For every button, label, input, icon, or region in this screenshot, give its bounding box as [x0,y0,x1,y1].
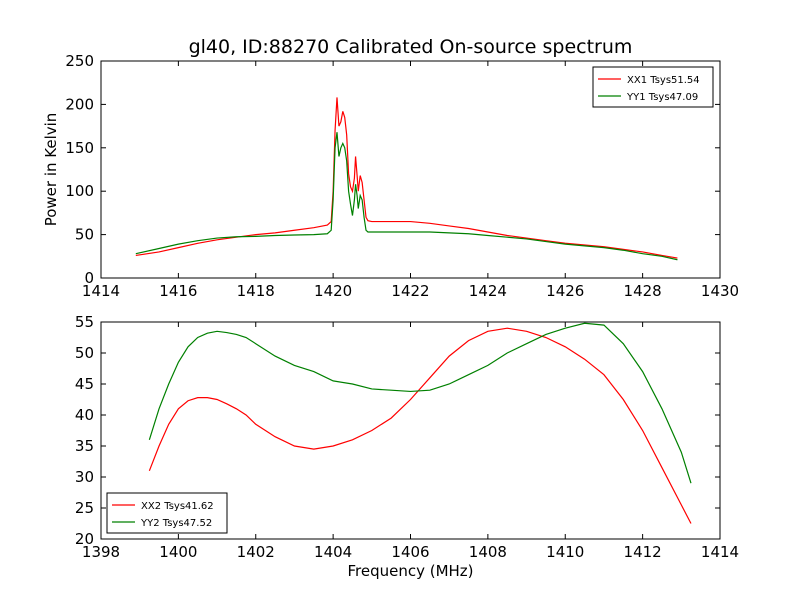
y-tick-label: 50 [75,226,94,244]
x-tick-label: 1404 [314,543,352,561]
chart-title: gl40, ID:88270 Calibrated On-source spec… [189,36,633,58]
legend-2: XX2 Tsys41.62 YY2 Tsys47.52 [106,492,228,534]
legend-label: XX2 Tsys41.62 [141,501,214,512]
x-tick-label: 1418 [237,282,275,300]
y-tick-label: 150 [65,139,94,157]
x-tick-label: 1408 [469,543,507,561]
x-tick-label: 1430 [701,282,739,300]
x-tick-label: 1406 [391,543,429,561]
y-tick-label: 250 [65,52,94,70]
x-tick-label: 1426 [546,282,584,300]
y-tick-label: 35 [75,437,94,455]
x-tick-label: 1400 [159,543,197,561]
x-axis-label: Frequency (MHz) [347,562,473,580]
y-tick-label: 20 [75,530,94,548]
series-line-2-2 [148,322,692,484]
legend-label: XX1 Tsys51.54 [627,75,700,86]
x-tick-label: 1402 [237,543,275,561]
x-tick-label: 1424 [469,282,507,300]
y-tick-label: 0 [84,269,94,287]
y-axis-label: Power in Kelvin [42,113,60,227]
legend-label: YY1 Tsys47.09 [626,92,698,103]
series-line-2-1 [148,327,692,524]
panel-2: 1398 1400 1402 1404 1406 1408 1410 1412 1414 20 25… [75,313,739,580]
x-tick-label: 1414 [82,282,120,300]
y-tick-label: 30 [75,468,94,486]
x-tick-label: 1412 [624,543,662,561]
legend-box [592,66,714,108]
series-line-1-2 [135,132,678,261]
x-tick-label: 1422 [391,282,429,300]
legend-label: YY2 Tsys47.52 [140,518,212,529]
x-tick-label: 1428 [624,282,662,300]
series-line-1-1 [135,97,678,259]
y-tick-label: 55 [75,313,94,331]
y-tick-label: 25 [75,499,94,517]
y-tick-label: 100 [65,182,94,200]
legend-1: XX1 Tsys51.54 YY1 Tsys47.09 [592,66,714,108]
panel-1: 1414 1416 1418 1420 1422 1424 1426 1428 1430 0 50 1… [42,36,739,300]
y-tick-label: 40 [75,406,94,424]
y-tick-label: 200 [65,95,94,113]
x-tick-label: 1416 [159,282,197,300]
legend-box [106,492,228,534]
x-tick-label: 1420 [314,282,352,300]
y-tick-label: 50 [75,344,94,362]
x-tick-label: 1410 [546,543,584,561]
x-tick-label: 1414 [701,543,739,561]
x-tick-label: 1398 [82,543,120,561]
y-tick-label: 45 [75,375,94,393]
